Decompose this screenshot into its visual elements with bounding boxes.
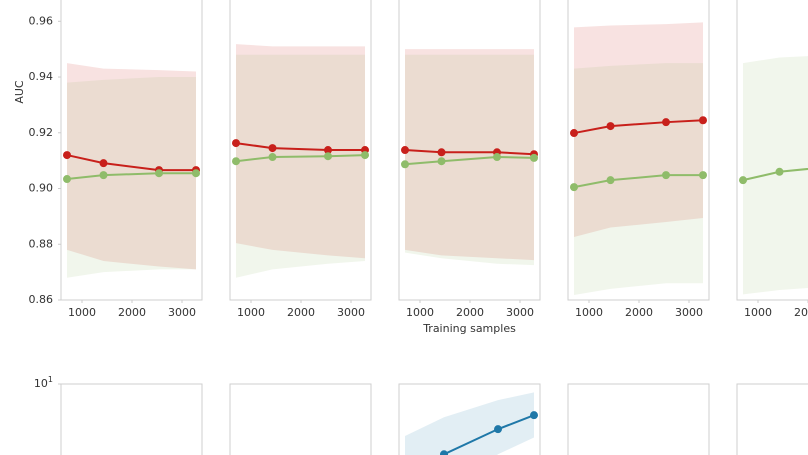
data-point: [437, 148, 446, 157]
y-tick-label-text: 0.96: [29, 14, 54, 27]
confidence-band: [574, 63, 703, 295]
data-point: [606, 122, 615, 131]
data-point: [739, 176, 747, 185]
data-point: [662, 171, 670, 180]
y-tick-label: 101: [34, 375, 53, 391]
y-tick-label: 0.88: [29, 237, 54, 250]
panel-frame: [398, 0, 541, 301]
series-line: [66, 172, 196, 181]
series-line: [573, 119, 704, 135]
y-tick-label: 0.86: [29, 293, 54, 306]
x-tick-label: 1000: [237, 306, 265, 319]
y-tick-label: 0.96: [29, 14, 54, 27]
data-point: [662, 118, 670, 127]
data-point: [606, 176, 615, 185]
confidence-band: [236, 44, 365, 259]
data-point: [699, 171, 707, 180]
series-line: [573, 174, 703, 189]
y-tick-label-exponent: 1: [48, 375, 53, 384]
y-tick-label-text: 0.94: [29, 70, 54, 83]
series-line: [66, 154, 196, 172]
confidence-band: [405, 392, 534, 455]
series-line: [235, 154, 366, 163]
panel-frame: [60, 383, 203, 455]
x-tick-label: 1000: [744, 306, 772, 319]
x-tick-label: 2000: [118, 306, 146, 319]
panel-frame: [736, 383, 808, 455]
data-point: [99, 171, 108, 180]
y-tick-label-text: 0.86: [29, 293, 54, 306]
x-tick-label: 2000: [794, 306, 808, 319]
series-line: [742, 167, 808, 182]
data-point: [192, 169, 200, 178]
confidence-band: [574, 22, 703, 238]
panel-frame: [567, 383, 710, 455]
confidence-band: [67, 77, 196, 278]
data-point: [232, 157, 240, 166]
y-tick-label: 0.90: [29, 182, 54, 195]
x-tick-label: 2000: [456, 306, 484, 319]
panel-frame: [736, 0, 808, 301]
data-point: [268, 153, 277, 162]
confidence-band: [743, 56, 808, 295]
panel-frame: [567, 0, 710, 301]
x-tick-label: 3000: [506, 306, 534, 319]
data-point: [570, 183, 578, 192]
data-point: [437, 157, 446, 166]
data-point: [699, 116, 707, 125]
series-line: [235, 142, 365, 152]
data-point: [361, 151, 369, 160]
x-axis-label: Training samples: [422, 322, 516, 335]
x-tick-label: 3000: [168, 306, 196, 319]
data-point: [401, 146, 409, 155]
series-line: [404, 156, 535, 166]
x-tick-label: 1000: [406, 306, 434, 319]
confidence-band: [236, 54, 365, 278]
series-line: [404, 149, 535, 156]
data-point: [155, 169, 163, 178]
panel-frame: [60, 0, 203, 301]
y-axis-label: AUC: [13, 80, 26, 104]
data-point: [493, 153, 501, 162]
y-tick-label: 0.94: [29, 70, 54, 83]
data-point: [440, 450, 448, 455]
y-tick-label: 0.92: [29, 126, 54, 139]
y-tick-label-text: 0.88: [29, 237, 54, 250]
confidence-band: [405, 49, 534, 261]
data-point: [570, 129, 578, 138]
data-point: [232, 139, 240, 148]
data-point: [530, 153, 538, 162]
x-tick-label: 2000: [625, 306, 653, 319]
y-tick-label-text: 0.90: [29, 182, 54, 195]
data-point: [775, 167, 784, 176]
x-tick-label: 3000: [337, 306, 365, 319]
data-point: [268, 144, 277, 153]
data-point: [63, 175, 71, 184]
y-tick-label-text: 0.92: [29, 126, 54, 139]
data-point: [324, 152, 332, 161]
series-line: [440, 414, 535, 455]
data-point: [401, 160, 409, 169]
x-tick-label: 1000: [68, 306, 96, 319]
y-tick-label-text: 10: [34, 377, 48, 390]
data-point: [99, 159, 108, 168]
data-point: [530, 411, 538, 420]
data-point: [63, 151, 71, 160]
x-tick-label: 1000: [575, 306, 603, 319]
x-tick-label: 3000: [675, 306, 703, 319]
data-point: [494, 425, 502, 434]
panel-frame: [229, 383, 372, 455]
x-tick-label: 2000: [287, 306, 315, 319]
data-point: [324, 146, 332, 155]
